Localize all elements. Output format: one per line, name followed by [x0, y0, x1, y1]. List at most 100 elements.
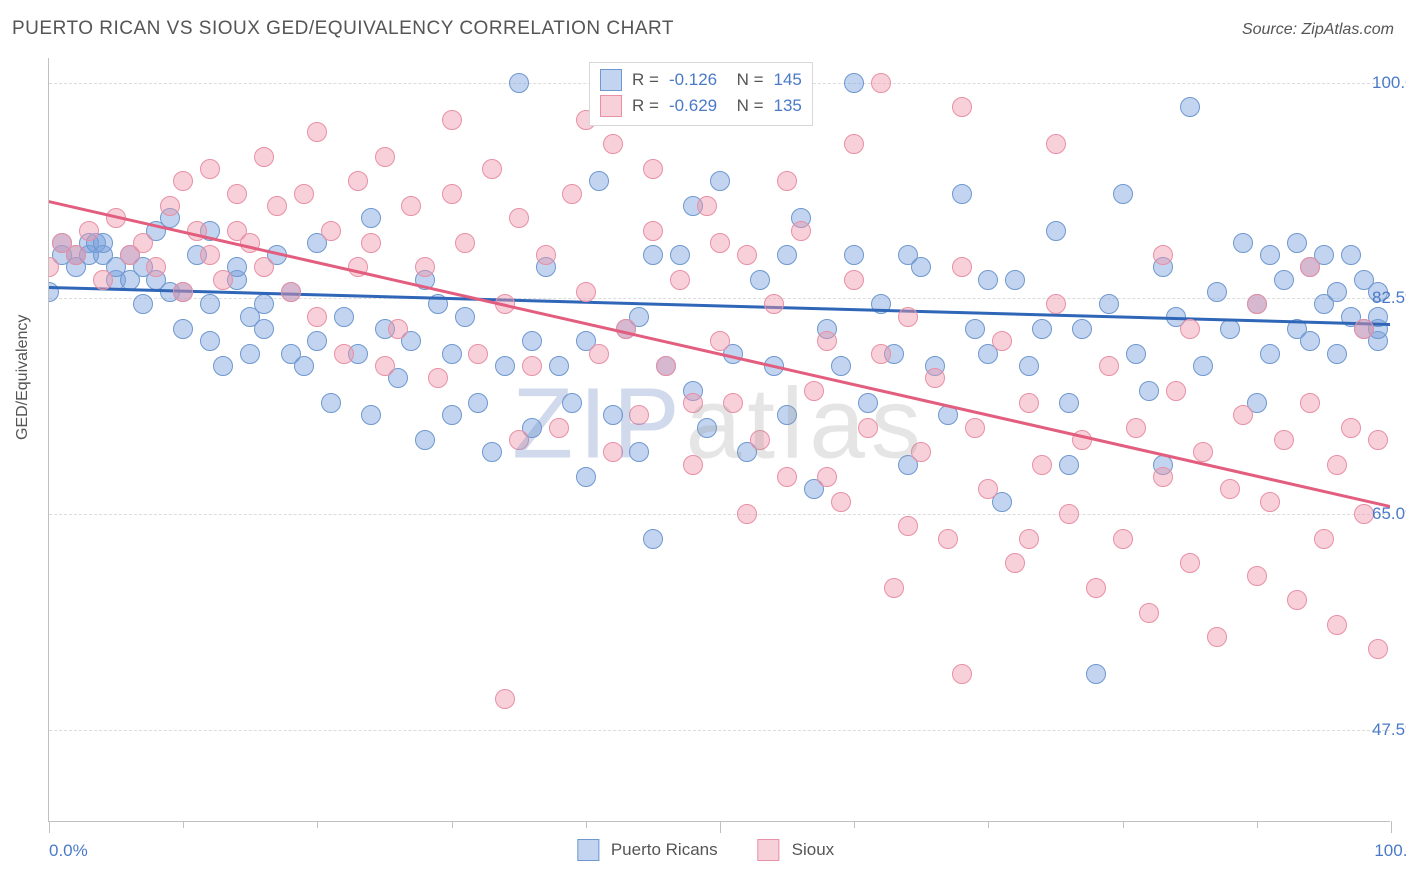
y-axis-title: GED/Equivalency: [14, 315, 32, 440]
data-point: [562, 393, 582, 413]
data-point: [1005, 553, 1025, 573]
data-point: [723, 393, 743, 413]
gridline: [49, 514, 1390, 515]
data-point: [1287, 590, 1307, 610]
data-point: [643, 221, 663, 241]
data-point: [294, 356, 314, 376]
data-point: [200, 159, 220, 179]
legend-stats-row: R = -0.126 N = 145: [600, 67, 802, 93]
data-point: [1005, 270, 1025, 290]
x-tick-minor: [452, 821, 453, 828]
data-point: [254, 294, 274, 314]
data-point: [1059, 393, 1079, 413]
data-point: [791, 221, 811, 241]
stat-n-value: 135: [774, 93, 802, 119]
data-point: [213, 356, 233, 376]
plot-area: 47.5%65.0%82.5%100.0% 0.0% 100.0% ZIPatl…: [48, 58, 1390, 822]
data-point: [1260, 344, 1280, 364]
data-point: [254, 319, 274, 339]
data-point: [442, 405, 462, 425]
data-point: [482, 442, 502, 462]
data-point: [428, 368, 448, 388]
data-point: [831, 492, 851, 512]
data-point: [952, 184, 972, 204]
data-point: [455, 307, 475, 327]
data-point: [683, 393, 703, 413]
data-point: [911, 442, 931, 462]
chart-title: PUERTO RICAN VS SIOUX GED/EQUIVALENCY CO…: [12, 18, 674, 40]
legend-swatch: [600, 69, 622, 91]
data-point: [737, 504, 757, 524]
data-point: [1166, 381, 1186, 401]
bottom-legend: Puerto RicansSioux: [577, 839, 862, 861]
data-point: [603, 442, 623, 462]
data-point: [1368, 639, 1388, 659]
data-point: [334, 344, 354, 364]
source-attribution: Source: ZipAtlas.com: [1242, 21, 1394, 39]
stat-r-value: -0.126: [669, 67, 717, 93]
data-point: [898, 307, 918, 327]
data-point: [468, 393, 488, 413]
data-point: [307, 307, 327, 327]
data-point: [1086, 664, 1106, 684]
data-point: [442, 110, 462, 130]
data-point: [79, 221, 99, 241]
data-point: [1260, 492, 1280, 512]
stat-n-label: N =: [727, 93, 763, 119]
data-point: [750, 430, 770, 450]
data-point: [562, 184, 582, 204]
legend-label: Puerto Ricans: [611, 840, 718, 860]
data-point: [133, 294, 153, 314]
data-point: [1247, 566, 1267, 586]
data-point: [522, 356, 542, 376]
y-tick-label: 65.0%: [1372, 504, 1406, 524]
data-point: [858, 418, 878, 438]
data-point: [683, 455, 703, 475]
data-point: [1193, 356, 1213, 376]
data-point: [482, 159, 502, 179]
data-point: [871, 344, 891, 364]
data-point: [844, 73, 864, 93]
data-point: [1327, 344, 1347, 364]
data-point: [844, 134, 864, 154]
data-point: [1032, 455, 1052, 475]
data-point: [522, 331, 542, 351]
data-point: [173, 319, 193, 339]
data-point: [1314, 529, 1334, 549]
stat-n-label: N =: [727, 67, 763, 93]
legend-swatch: [758, 839, 780, 861]
data-point: [1300, 331, 1320, 351]
data-point: [1153, 467, 1173, 487]
data-point: [1287, 233, 1307, 253]
data-point: [777, 467, 797, 487]
data-point: [1046, 134, 1066, 154]
gridline: [49, 298, 1390, 299]
data-point: [1233, 405, 1253, 425]
data-point: [227, 184, 247, 204]
data-point: [603, 134, 623, 154]
data-point: [307, 331, 327, 351]
data-point: [697, 418, 717, 438]
data-point: [549, 356, 569, 376]
data-point: [992, 331, 1012, 351]
data-point: [133, 233, 153, 253]
data-point: [536, 245, 556, 265]
data-point: [952, 257, 972, 277]
x-tick-minor: [586, 821, 587, 828]
data-point: [1260, 245, 1280, 265]
data-point: [442, 344, 462, 364]
gridline: [49, 730, 1390, 731]
data-point: [858, 393, 878, 413]
data-point: [817, 467, 837, 487]
data-point: [321, 221, 341, 241]
data-point: [965, 418, 985, 438]
data-point: [978, 479, 998, 499]
data-point: [750, 270, 770, 290]
data-point: [710, 233, 730, 253]
data-point: [549, 418, 569, 438]
data-point: [240, 344, 260, 364]
data-point: [509, 208, 529, 228]
data-point: [643, 245, 663, 265]
data-point: [388, 319, 408, 339]
data-point: [254, 147, 274, 167]
